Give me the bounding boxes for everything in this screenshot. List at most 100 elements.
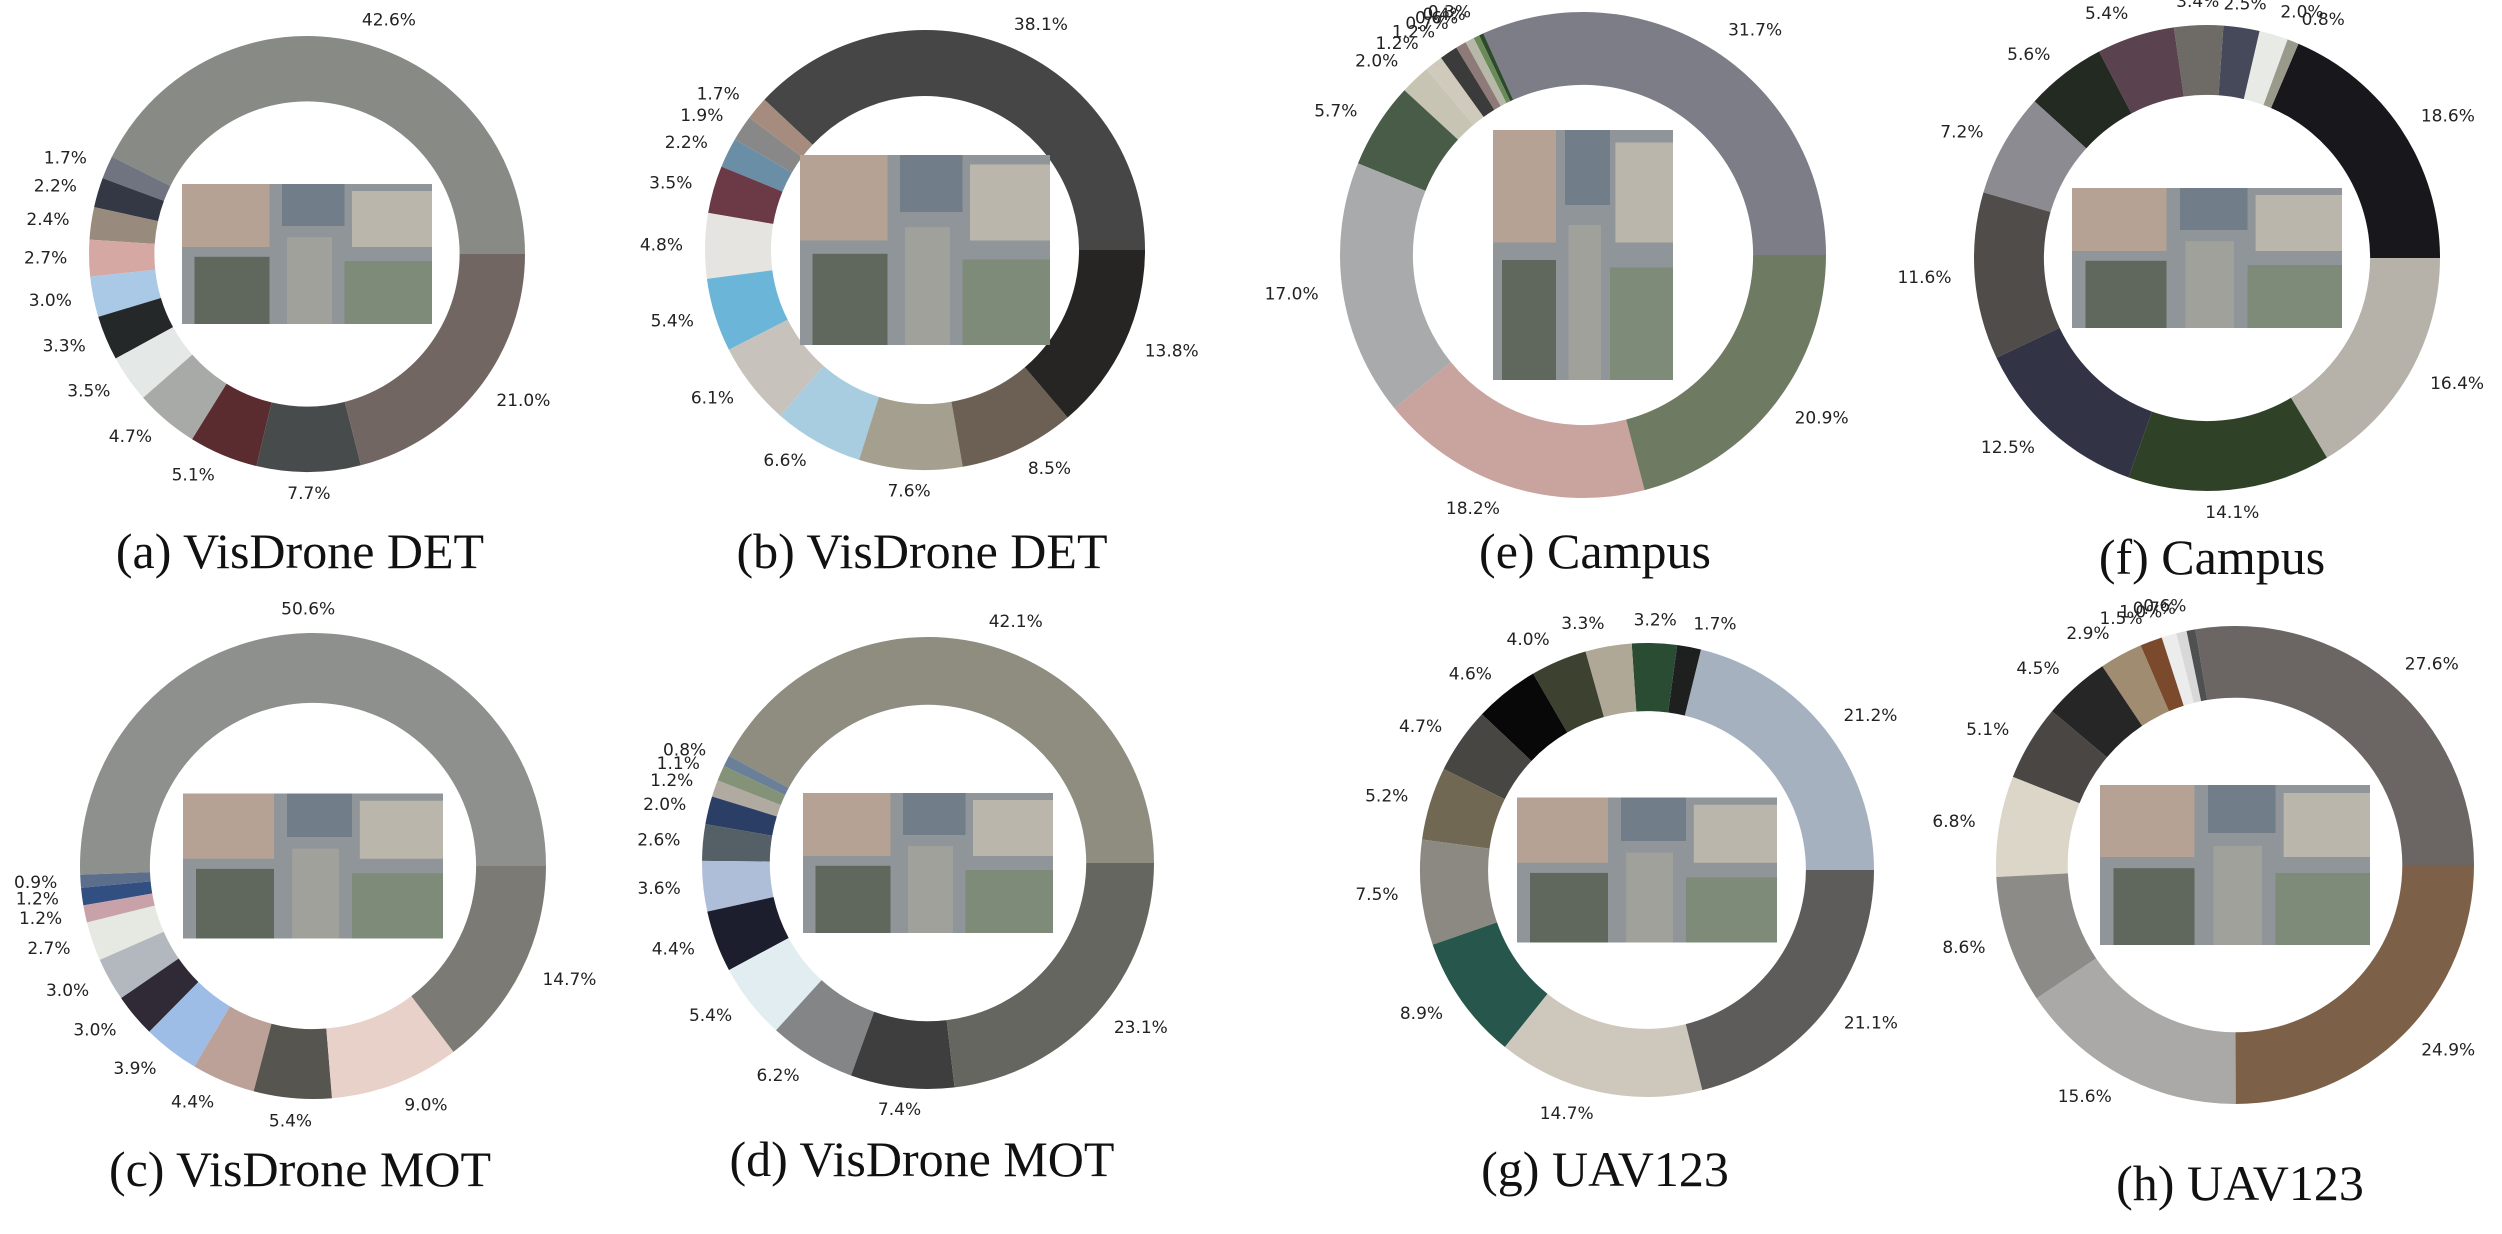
donut-slice bbox=[749, 99, 813, 158]
donut-slice bbox=[1440, 47, 1495, 117]
slice-label: 7.2% bbox=[1940, 123, 1983, 143]
donut-chart-8: 27.6% 0.6%0.7%1.0%1.5%2.9% 4.5% 5.1% 6.8% 8.6… bbox=[1932, 597, 2475, 1211]
slice-label: 18.2% bbox=[1446, 499, 1500, 519]
slice-label: 2.2% bbox=[34, 176, 77, 196]
slice-label: 3.0% bbox=[46, 981, 89, 1001]
slice-label: 21.0% bbox=[496, 391, 550, 411]
slice-label: 20.9% bbox=[1795, 408, 1849, 428]
slice-label: 14.7% bbox=[1540, 1104, 1594, 1124]
donut-slice bbox=[194, 1006, 272, 1092]
slice-label: 8.6% bbox=[1942, 938, 1985, 958]
donut-chart-6: 42.1% 0.8%1.1%1.2% 2.0% 2.6% 3.6% 4.4% 5.4% 6.2… bbox=[637, 612, 1168, 1187]
donut-slice bbox=[764, 29, 1145, 250]
slice-label: 4.8% bbox=[640, 235, 683, 255]
slice-label: 24.9% bbox=[2421, 1041, 2475, 1061]
donut-slice bbox=[2263, 39, 2299, 108]
donut-slice bbox=[2218, 25, 2260, 100]
donut-slice bbox=[121, 958, 199, 1032]
slice-label: 1.2% bbox=[19, 909, 62, 929]
donut-slice bbox=[1024, 250, 1145, 418]
slice-label: 4.4% bbox=[171, 1092, 214, 1112]
donut-slice bbox=[707, 897, 789, 971]
slice-label: 4.7% bbox=[1399, 717, 1442, 737]
donut-slice bbox=[705, 212, 774, 279]
slice-label: 8.5% bbox=[1028, 459, 1071, 479]
donut-slice bbox=[712, 780, 781, 817]
slice-label: 5.4% bbox=[689, 1006, 732, 1026]
donut-slice bbox=[1422, 768, 1505, 849]
slice-label: 0.7% bbox=[2133, 599, 2176, 619]
donut-chart-7: 21.2% 1.7% 3.2% 3.3% 4.0% 4.6% 4.7% 5.2% 7.5% 8.9… bbox=[1355, 610, 1898, 1197]
slice-label: 0.3% bbox=[1428, 2, 1471, 22]
donut-slice bbox=[1432, 922, 1548, 1048]
donut-slice bbox=[111, 36, 525, 255]
donut-slice bbox=[1456, 42, 1501, 110]
slice-label: 2.9% bbox=[2066, 624, 2109, 644]
donut-slice bbox=[115, 327, 193, 398]
slice-label: 1.1% bbox=[657, 754, 700, 774]
donut-slice bbox=[951, 367, 1068, 467]
slice-label: 3.5% bbox=[67, 381, 110, 401]
slice-label: 2.0% bbox=[2280, 2, 2323, 22]
slice-label: 23.1% bbox=[1114, 1018, 1168, 1038]
center-aerial-image bbox=[803, 793, 1053, 933]
donut-slice bbox=[344, 254, 525, 466]
donut-slice bbox=[86, 905, 164, 960]
slice-label: 5.4% bbox=[651, 312, 694, 332]
donut-slice bbox=[2012, 711, 2107, 804]
slice-label: 2.5% bbox=[2223, 0, 2266, 15]
donut-chart-5: 50.6%0.9%1.2%1.2%2.7%3.0%3.0%3.9%4.4%5.4… bbox=[14, 600, 596, 1197]
slice-label: 0.9% bbox=[14, 873, 57, 893]
donut-slice bbox=[2034, 51, 2132, 149]
donut-slice bbox=[1996, 873, 2097, 999]
slice-label: 38.1% bbox=[1014, 15, 1068, 35]
chart-caption: (g) UAV123 bbox=[1481, 1141, 1729, 1197]
slice-label: 0.8% bbox=[663, 741, 706, 761]
slice-label: 3.5% bbox=[649, 173, 692, 193]
slice-label: 2.4% bbox=[26, 210, 69, 230]
donut-slice bbox=[1483, 12, 1826, 255]
donut-slice bbox=[702, 860, 774, 912]
donut-slice bbox=[2140, 637, 2184, 712]
center-aerial-image bbox=[2072, 188, 2342, 328]
donut-slice bbox=[89, 207, 158, 244]
donut-slice bbox=[1479, 33, 1514, 102]
donut-slice bbox=[780, 365, 879, 460]
donut-slice bbox=[706, 270, 788, 350]
donut-slice bbox=[1626, 255, 1826, 491]
slice-label: 4.5% bbox=[2016, 659, 2059, 679]
donut-slice bbox=[705, 796, 777, 836]
donut-slice bbox=[2271, 43, 2440, 258]
slice-label: 1.2% bbox=[650, 771, 693, 791]
slice-label: 5.2% bbox=[1365, 787, 1408, 807]
slice-label: 8.9% bbox=[1400, 1004, 1443, 1024]
slice-label: 5.4% bbox=[269, 1111, 312, 1131]
donut-slice bbox=[1473, 35, 1511, 104]
donut-slice bbox=[1983, 101, 2087, 213]
slice-label: 3.3% bbox=[43, 337, 86, 357]
slice-label: 12.5% bbox=[1981, 438, 2035, 458]
slice-label: 27.6% bbox=[2405, 654, 2459, 674]
donut-slice bbox=[2243, 31, 2288, 105]
donut-slice bbox=[859, 396, 963, 470]
slice-label: 13.8% bbox=[1145, 341, 1199, 361]
donut-slice bbox=[1394, 362, 1645, 498]
donut-slice bbox=[728, 937, 822, 1031]
slice-label: 3.4% bbox=[2176, 0, 2219, 12]
donut-slice bbox=[80, 872, 151, 888]
donut-slice bbox=[1684, 649, 1874, 870]
slice-label: 1.7% bbox=[44, 149, 87, 169]
slice-label: 0.8% bbox=[2302, 10, 2345, 30]
slice-label: 7.7% bbox=[287, 484, 330, 504]
slice-label: 42.6% bbox=[362, 11, 416, 31]
donut-slice bbox=[2128, 397, 2328, 491]
slice-label: 1.7% bbox=[697, 84, 740, 104]
donut-slice bbox=[1426, 57, 1484, 125]
slice-label: 5.1% bbox=[1966, 720, 2009, 740]
donut-slice bbox=[143, 354, 227, 440]
slice-label: 3.3% bbox=[1561, 614, 1604, 634]
slice-label: 7.4% bbox=[878, 1100, 921, 1120]
donut-slice bbox=[2176, 630, 2202, 703]
slice-label: 6.6% bbox=[763, 451, 806, 471]
